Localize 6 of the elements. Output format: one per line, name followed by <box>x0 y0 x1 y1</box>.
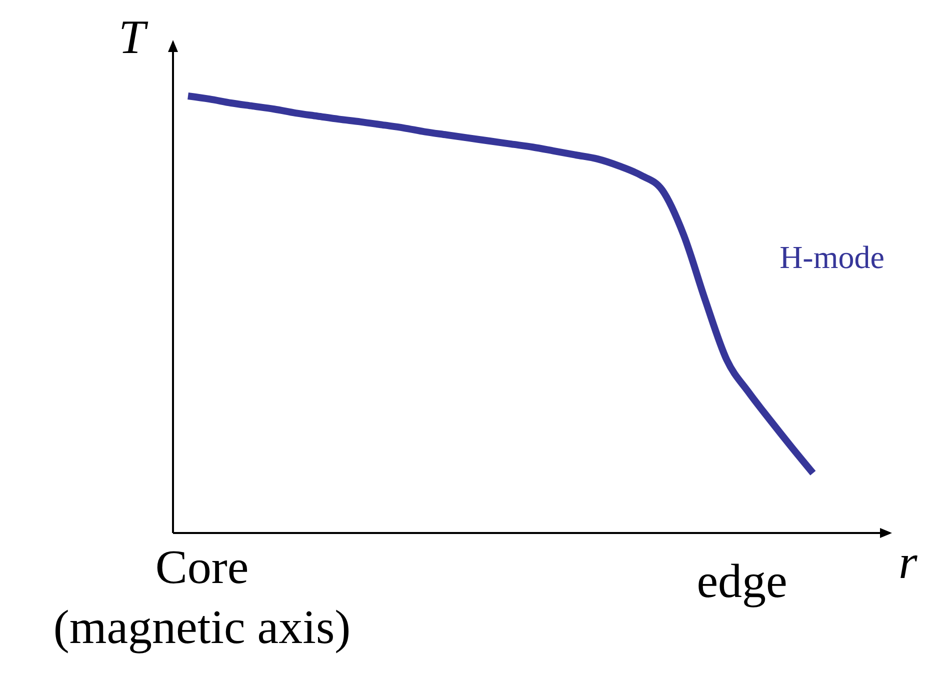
text: H-mode <box>780 239 884 275</box>
text: edge <box>696 555 788 608</box>
text: (magnetic axis) <box>53 601 351 654</box>
x-axis-title: r <box>898 536 918 589</box>
y-axis-title: T <box>118 11 149 64</box>
text: Core <box>155 541 249 594</box>
